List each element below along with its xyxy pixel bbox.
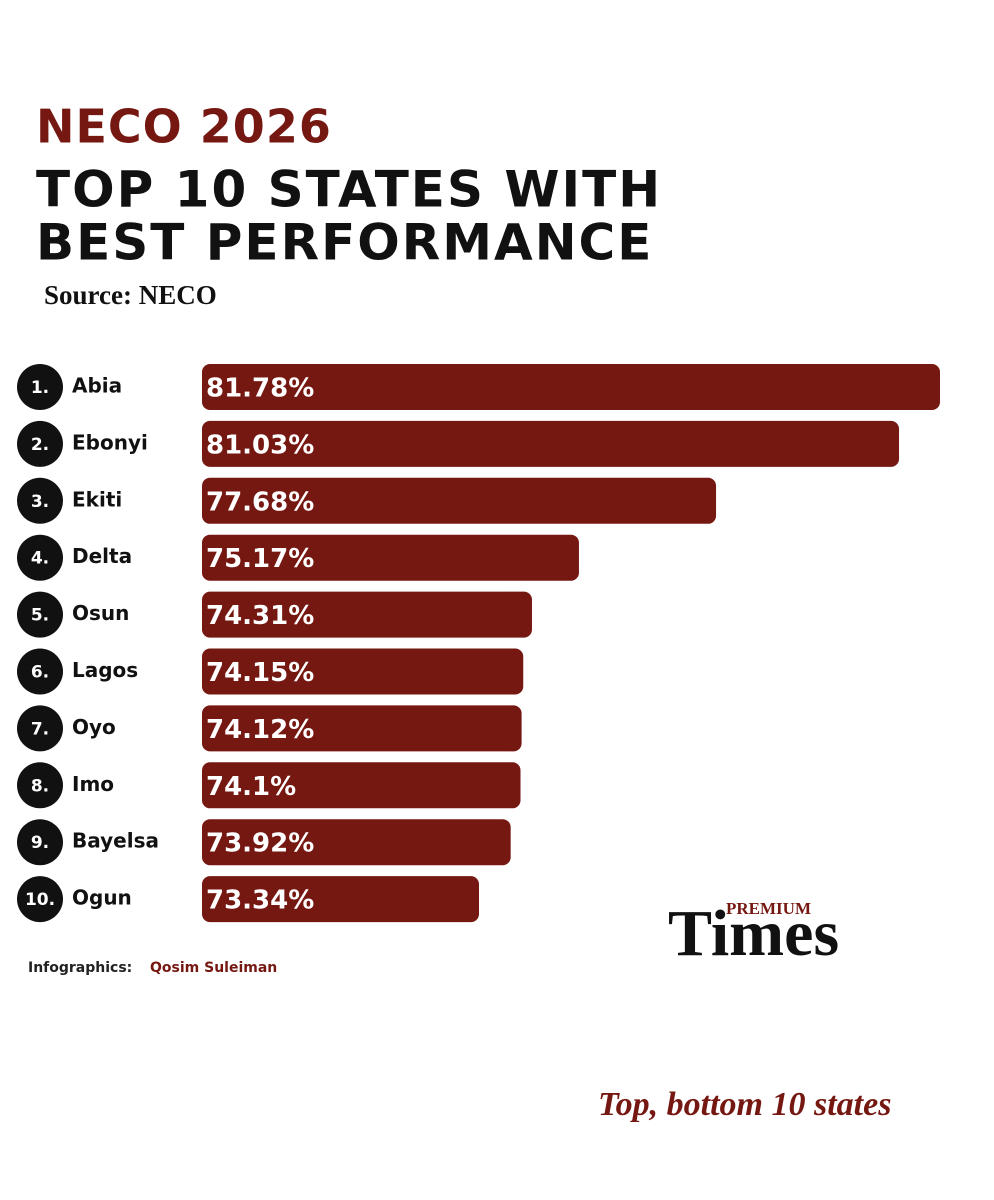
category-label: Abia [72,374,122,398]
value-label: 77.68% [206,487,314,517]
category-label: Ebonyi [72,430,148,454]
bar [202,876,479,923]
rank-badge [17,648,63,695]
bar [202,534,579,581]
value-label: 74.31% [206,601,314,631]
bar [202,477,717,524]
rank-badge [17,705,63,752]
rank-badge [17,477,63,524]
credit-name: Qosim Suleiman [150,960,277,976]
bar [202,819,511,866]
category-label: Bayelsa [72,829,159,853]
caption: Top, bottom 10 states [598,1086,891,1123]
bar [202,364,940,410]
logo: Times [668,897,839,970]
value-label: 74.12% [206,715,314,745]
bar [202,420,900,467]
value-label: 75.17% [206,544,314,574]
category-label: Osun [72,601,129,625]
chart-subtitle: TOP 10 STATES WITH [36,161,662,219]
rank-label: 1. [31,378,49,398]
chart-title: NECO 2026 [36,100,332,154]
rank-label: 7. [31,719,49,739]
rank-badge [17,876,63,923]
category-label: Delta [72,544,132,568]
category-label: Ogun [72,886,132,910]
value-label: 73.92% [206,829,314,859]
credit-label: Infographics: [28,960,132,976]
rank-label: 2. [31,435,49,455]
rank-label: 6. [31,663,49,683]
bar [202,591,532,638]
value-label: 73.34% [206,886,314,916]
category-label: Lagos [72,658,138,682]
bar [202,648,524,695]
rank-label: 5. [31,606,49,626]
rank-label: 10. [25,890,55,910]
logo-top: PREMIUM [726,899,811,918]
rank-badge [17,819,63,866]
value-label: 81.03% [206,430,314,460]
bar [202,705,522,752]
source: Source: NECO [44,280,217,310]
rank-label: 3. [31,492,49,512]
category-label: Oyo [72,715,116,739]
rank-label: 9. [31,833,49,853]
rank-badge [17,591,63,638]
rank-badge [17,762,63,809]
bar [202,762,521,809]
value-label: 81.78% [206,374,314,404]
rank-badge [17,364,63,410]
category-label: Imo [72,772,114,796]
rank-label: 4. [31,549,49,569]
rank-badge [17,534,63,581]
rank-label: 8. [31,776,49,796]
value-label: 74.1% [206,772,296,802]
rank-badge [17,420,63,467]
category-label: Ekiti [72,487,122,511]
value-label: 74.15% [206,658,314,688]
chart-subtitle: BEST PERFORMANCE [36,214,653,272]
